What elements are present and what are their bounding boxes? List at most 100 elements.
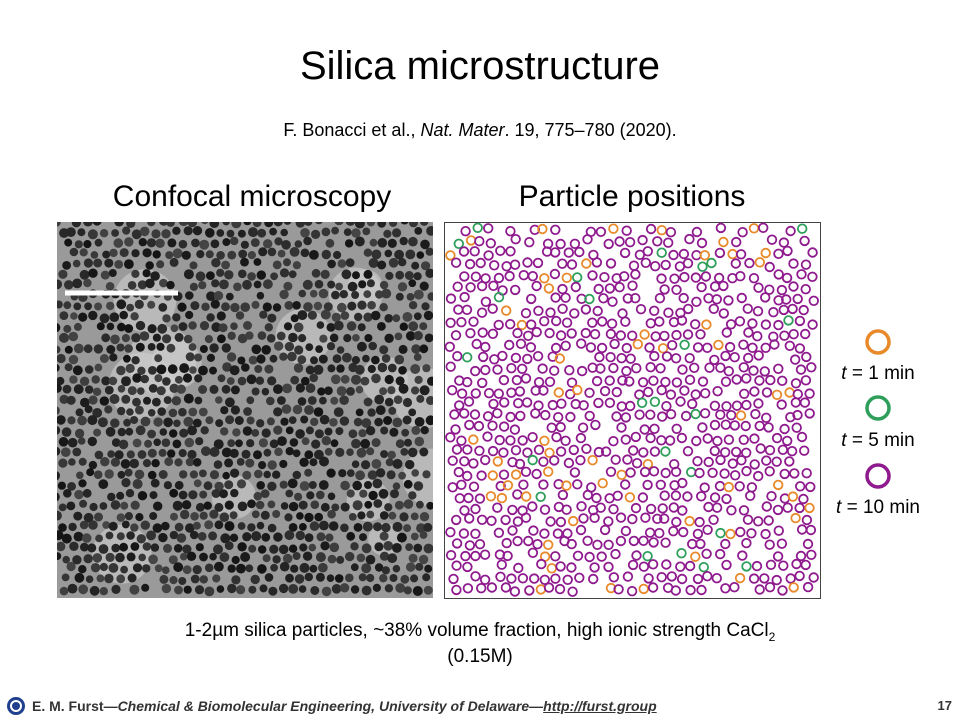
particle-marker bbox=[740, 420, 751, 432]
particle-marker bbox=[627, 280, 638, 291]
particle-marker bbox=[723, 434, 735, 445]
legend-marker bbox=[865, 463, 891, 489]
particle bbox=[343, 228, 352, 236]
particle bbox=[279, 289, 289, 300]
footer-link[interactable]: http://furst.group bbox=[543, 698, 657, 714]
particle-marker bbox=[539, 528, 550, 539]
particle bbox=[370, 310, 381, 321]
particle bbox=[126, 408, 134, 416]
particle bbox=[365, 554, 376, 565]
particle bbox=[361, 563, 372, 574]
particle bbox=[422, 470, 431, 479]
particle bbox=[410, 574, 419, 583]
particle bbox=[135, 425, 146, 436]
particle-marker bbox=[566, 328, 577, 339]
particle bbox=[93, 344, 104, 354]
particle-marker bbox=[617, 375, 628, 386]
particle bbox=[346, 387, 355, 396]
particle-marker bbox=[761, 387, 773, 398]
particle bbox=[379, 551, 390, 561]
particle bbox=[292, 301, 301, 310]
particle-marker bbox=[735, 271, 746, 282]
particle-marker bbox=[596, 316, 608, 327]
particle bbox=[259, 584, 268, 593]
particle bbox=[87, 415, 98, 426]
particle bbox=[294, 574, 305, 584]
particle-marker bbox=[764, 466, 775, 477]
particle bbox=[195, 271, 206, 282]
particle-marker bbox=[682, 303, 694, 315]
particle bbox=[79, 248, 88, 257]
particle-marker bbox=[445, 527, 456, 538]
particle-marker bbox=[532, 350, 544, 362]
particle-marker bbox=[626, 586, 638, 597]
particle bbox=[247, 251, 256, 260]
particle-marker bbox=[741, 561, 752, 572]
particle bbox=[263, 470, 271, 479]
particle bbox=[281, 240, 291, 250]
particle bbox=[387, 386, 396, 395]
particle bbox=[138, 238, 147, 247]
particle-marker bbox=[782, 245, 793, 257]
particle bbox=[99, 313, 110, 324]
particle bbox=[240, 302, 250, 312]
particle-marker bbox=[478, 351, 489, 363]
particle bbox=[305, 426, 314, 435]
particle bbox=[367, 364, 376, 374]
particle-marker bbox=[647, 582, 659, 593]
particle bbox=[187, 425, 198, 436]
particle-marker bbox=[527, 431, 538, 443]
particle bbox=[205, 228, 215, 238]
particle bbox=[183, 585, 192, 594]
particle bbox=[83, 258, 93, 268]
particle bbox=[256, 291, 265, 300]
particle bbox=[92, 553, 103, 563]
particle bbox=[127, 573, 137, 583]
particle bbox=[319, 334, 328, 343]
particle bbox=[73, 511, 83, 521]
particle bbox=[57, 376, 65, 386]
particle-marker bbox=[777, 375, 788, 387]
particle bbox=[132, 397, 141, 407]
particle-marker bbox=[658, 513, 670, 524]
particle bbox=[205, 250, 214, 259]
particle bbox=[116, 532, 125, 541]
particle bbox=[226, 352, 237, 362]
particle bbox=[264, 323, 273, 332]
particle-marker bbox=[685, 584, 696, 596]
particle bbox=[237, 229, 246, 238]
particle bbox=[161, 438, 171, 447]
particle bbox=[347, 301, 357, 311]
particle bbox=[254, 365, 263, 373]
particle bbox=[182, 373, 193, 383]
particle bbox=[280, 502, 289, 510]
particle bbox=[368, 490, 378, 501]
particle-marker bbox=[760, 247, 771, 259]
particle bbox=[372, 478, 383, 489]
particle bbox=[377, 238, 388, 248]
particle-marker bbox=[671, 516, 682, 528]
particle-marker bbox=[506, 362, 517, 374]
particle bbox=[256, 521, 265, 530]
particle bbox=[388, 511, 397, 520]
particle bbox=[87, 436, 97, 447]
particle bbox=[226, 377, 235, 385]
particle bbox=[318, 354, 328, 364]
particle-marker bbox=[535, 491, 546, 503]
particle bbox=[388, 258, 399, 268]
particle bbox=[359, 489, 368, 498]
particle bbox=[304, 533, 314, 542]
caption: 1-2µm silica particles, ~38% volume frac… bbox=[0, 620, 960, 644]
particle bbox=[83, 512, 94, 523]
particle-marker bbox=[603, 539, 614, 551]
particle-marker bbox=[635, 303, 647, 315]
particle bbox=[199, 511, 208, 520]
particle bbox=[351, 438, 361, 449]
particle-marker bbox=[749, 433, 760, 444]
particle-marker bbox=[470, 503, 481, 515]
particle bbox=[80, 542, 89, 552]
particle bbox=[197, 532, 207, 541]
particle-marker bbox=[731, 446, 742, 458]
particle-marker bbox=[480, 341, 491, 353]
particle-marker bbox=[779, 423, 790, 435]
